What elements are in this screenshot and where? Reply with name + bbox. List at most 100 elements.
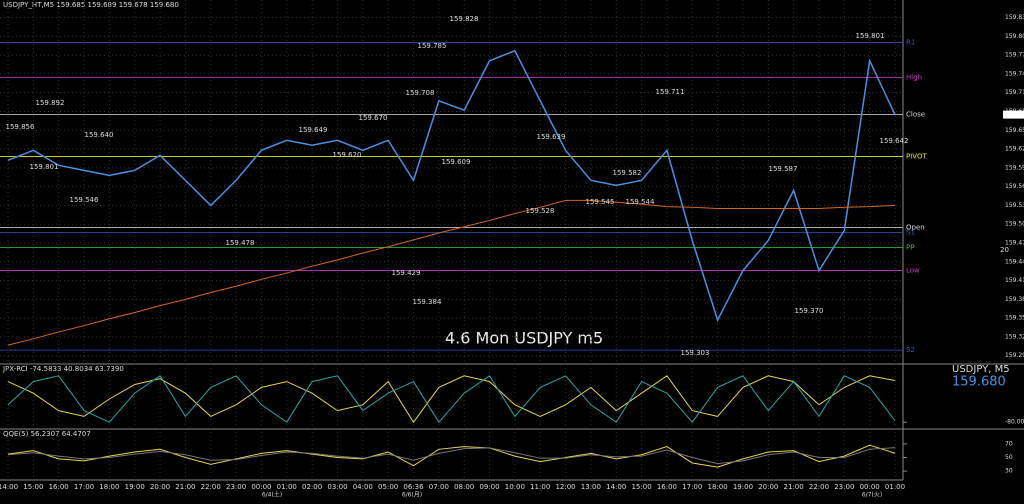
y-tick-label: 159.505 [1005,221,1024,228]
x-tick-label: 22:00 [201,483,221,491]
date-label: 6/6(月) [402,492,422,499]
x-tick-label: 23:00 [834,483,854,491]
x-tick-label: 01:00 [277,483,297,491]
annotation: 159.711 [656,88,685,96]
level-label: PP [906,243,914,251]
annotation: 159.642 [880,137,909,145]
y-tick-label: 159.805 [1005,33,1024,40]
x-tick-label: 04:00 [353,483,373,491]
level-label: PIVOT [906,153,927,161]
x-tick-label: 08:00 [454,483,474,491]
y-tick-label: 159.835 [1005,14,1024,21]
annotation: 159.545 [586,198,615,206]
level-label: S1 [906,228,915,236]
level-label: Close [906,111,925,119]
x-tick-label: 23:00 [226,483,246,491]
x-tick-label: 09:00 [479,483,499,491]
x-tick-label: 15:00 [23,483,43,491]
x-tick-label: 18:00 [99,483,119,491]
y-tick-label: 159.385 [1005,296,1024,303]
annotation: 159.582 [613,169,642,177]
annotation: 159.620 [333,151,362,159]
annotation: 159.640 [85,131,114,139]
annotation: 159.544 [626,198,655,206]
x-tick-label: 00:00 [860,483,880,491]
y-tick-label: 159.745 [1005,70,1024,77]
x-tick-label: 03:00 [327,483,347,491]
rci-title: JPX-RCI -74.5833 40.8034 63.7390 [2,365,124,373]
x-tick-label: 00:00 [251,483,271,491]
annotation: 159.587 [769,165,798,173]
y-tick-label: 159.475 [1005,240,1024,247]
x-tick-label: 18:00 [708,483,728,491]
x-tick-label: 12:00 [555,483,575,491]
date-label: 6/4(土) [262,491,282,499]
price-box [1003,110,1024,119]
chart-title: 4.6 Mon USDJPY m5 [445,329,603,348]
level-label: High [906,74,922,82]
series-line [7,447,896,465]
x-tick-label: 15:00 [631,483,651,491]
annotation: 159.528 [526,207,555,215]
x-tick-label: 10:00 [505,483,525,491]
annotation: 159.609 [442,158,471,166]
series-line [7,375,896,424]
y-tick-label: 159.775 [1005,52,1024,59]
y-tick-label: 159.655 [1005,127,1024,134]
x-tick-label: 19:00 [125,483,145,491]
y-tick-label: 30 [1005,468,1013,475]
annotation: 159.649 [299,126,328,134]
annotation: 159.801 [30,163,59,171]
x-tick-label: 02:00 [302,483,322,491]
x-tick-label: 16:00 [657,483,677,491]
y-tick-label: 159.445 [1005,258,1024,265]
x-tick-label: 17:00 [74,483,94,491]
y-tick-label: 159.415 [1005,277,1024,284]
series-line [7,199,896,346]
x-tick-label: 21:00 [784,483,804,491]
qqe-title: QQE(5) 56.2307 64.4707 [3,430,91,438]
y-tick-label: 159.565 [1005,183,1024,190]
x-tick-label: 13:00 [581,483,601,491]
annotation: 159.384 [413,298,442,306]
level-label: Open [906,223,925,231]
x-tick-label: 19:00 [733,483,753,491]
last-price: 159.680 [952,375,1006,390]
x-tick-label: 22:00 [809,483,829,491]
date-label: 6/7(火) [862,492,882,499]
annotation: 159.639 [537,133,566,141]
y-tick-label: 70 [1005,440,1013,447]
x-tick-label: 17:00 [682,483,702,491]
x-tick-label: 14:00 [0,483,18,491]
y-tick-label: 159.715 [1005,89,1024,96]
annotation: 159.856 [6,123,35,131]
x-tick-label: 11:00 [530,483,550,491]
annotation: 159.370 [795,307,824,315]
annotation: 159.546 [70,196,99,204]
series-line [7,49,896,322]
x-tick-label: 21:00 [175,483,195,491]
side-label: 20 [1000,246,1009,254]
x-tick-label: 01:00 [885,483,905,491]
y-tick-label: 159.355 [1005,315,1024,322]
x-tick-label: 06:36 [403,483,424,491]
x-tick-label: 05:00 [378,483,398,491]
annotation: 159.303 [681,349,710,357]
y-tick-label: 159.325 [1005,333,1024,340]
y-tick-label: 159.295 [1005,352,1024,359]
series-line [7,444,896,468]
annotation: 159.801 [856,32,885,40]
y-tick-label: 159.535 [1005,202,1024,209]
series-line [7,375,896,424]
x-tick-label: 14:00 [606,483,626,491]
chart-header: USDJPY_HT,M5 159.685 159.689 159.678 159… [3,1,179,9]
level-label: R1 [906,39,915,47]
x-tick-label: 20:00 [150,483,170,491]
annotation: 159.785 [418,42,447,50]
annotation: 159.708 [406,89,435,97]
y-tick-label: 50 [1005,454,1013,461]
annotation: 159.828 [450,15,479,23]
x-tick-label: 20:00 [758,483,778,491]
